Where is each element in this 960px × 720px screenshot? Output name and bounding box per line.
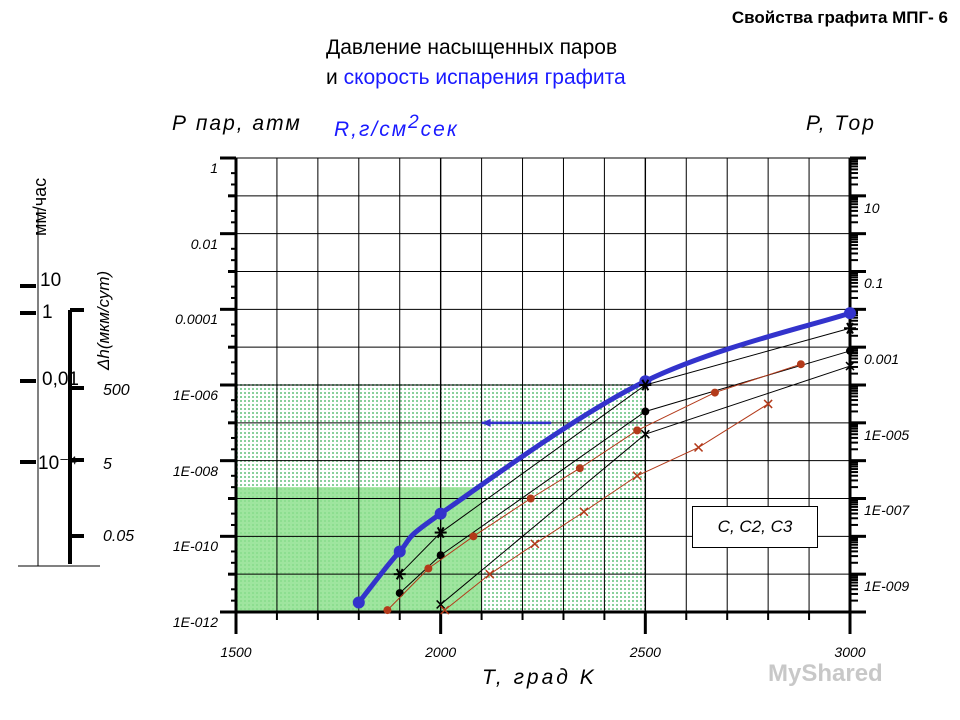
y-left-tick-label-5: 1E-010	[172, 538, 218, 555]
series-0-point-4	[844, 307, 856, 320]
series-5-point-4	[632, 471, 642, 481]
series-3	[436, 361, 855, 609]
chart-title-line2: и скорость испарения графита	[326, 66, 626, 90]
series-0-point-1	[393, 545, 406, 558]
series-1-point-0	[393, 568, 406, 580]
series-4-point-5	[633, 426, 642, 435]
series-5-point-0	[440, 605, 450, 615]
watermark: MyShared	[768, 660, 883, 687]
mmh-tick-1: 1	[42, 302, 53, 323]
series-4-point-7	[796, 360, 805, 369]
series-5-point-1-b	[485, 569, 495, 579]
dh-tick-0: 500	[103, 382, 130, 399]
series-2-point-3	[846, 346, 854, 355]
series-1-point-2	[639, 379, 652, 391]
series-0-point-2	[434, 507, 447, 520]
series-5-point-1	[485, 569, 495, 579]
series-3-point-1-b	[640, 429, 650, 439]
chart-title-line1: Давление насыщенных паров	[326, 36, 618, 59]
series-1-point-2-2	[641, 379, 650, 391]
series-5-point-3	[579, 507, 589, 517]
y-right-tick-label-2: 0.001	[864, 351, 900, 367]
mmh-tick-3: 10⁻⁴	[38, 453, 78, 474]
dh-label: Δh(мкм/сут)	[94, 270, 113, 370]
series-3-point-2	[845, 361, 855, 371]
series-1-line	[399, 327, 851, 575]
y-left-tick-label-1: 0.01	[190, 235, 218, 252]
series-3-point-1	[640, 429, 650, 439]
y-axis-rate-label-tail: сек	[420, 118, 459, 141]
series-2-point-1	[436, 551, 445, 560]
series-1-point-1-2	[436, 526, 445, 539]
series-5-point-6	[763, 399, 773, 409]
series-5-point-5-b	[694, 442, 704, 452]
x-tick-label-2: 2500	[629, 644, 661, 660]
series	[352, 307, 856, 615]
series-1-point-1	[434, 526, 447, 539]
y-right-tick-label-3: 1E-005	[864, 426, 910, 443]
series-5-point-2-b	[530, 539, 540, 549]
chart-title-line2-rest: скорость испарения графита	[343, 66, 626, 89]
aux-scales	[18, 208, 100, 567]
dh-tick-2: 0.05	[103, 528, 135, 545]
mmh-tick-2: 0,01	[42, 369, 79, 390]
series-5-point-2	[530, 539, 540, 549]
series-5	[440, 399, 773, 615]
mm-per-hour-label: мм/час	[30, 177, 50, 236]
series-4-point-4	[575, 464, 584, 473]
legend: C, C2, C3	[692, 506, 818, 548]
series-2-line	[399, 350, 851, 594]
series-3-point-2-b	[845, 361, 855, 371]
series-5-point-6-b	[763, 399, 773, 409]
series-3-point-0	[436, 599, 446, 609]
series-1	[393, 322, 856, 580]
series-4-point-1	[424, 564, 433, 573]
y-axis-rate-label-sup: 2	[408, 112, 421, 133]
y-axis-left-label: Р пар, атм	[172, 112, 302, 135]
header-title: Свойства графита МПГ- 6	[731, 8, 948, 27]
series-5-point-5	[694, 442, 704, 452]
series-5-point-0-b	[440, 605, 450, 615]
y-left-tick-label-0: 1	[210, 160, 218, 176]
x-tick-label-3: 3000	[834, 644, 866, 660]
x-tick-label-1: 2000	[425, 644, 457, 660]
series-2-point-2	[641, 407, 650, 416]
arrow	[481, 418, 552, 427]
series-1-point-3	[844, 322, 856, 334]
series-1-point-0-2	[395, 568, 404, 580]
series-3-point-0-b	[436, 599, 446, 609]
y-axis-rate-label-text: R,г/см	[334, 118, 409, 141]
series-4-line	[387, 363, 802, 611]
y-right-tick-label-1: 0.1	[864, 275, 884, 292]
dh-tick-1: 5	[103, 456, 112, 473]
series-5-point-4-b	[632, 471, 642, 481]
x-tick-label-0: 1500	[220, 644, 252, 660]
chart-title-line2-prefix: и	[326, 66, 344, 89]
arrow-head	[481, 418, 491, 427]
y-left-tick-label-6: 1E-012	[172, 614, 218, 630]
y-left-tick-label-4: 1E-008	[172, 462, 218, 479]
series-4-point-2	[469, 532, 478, 541]
series-5-point-3-b	[579, 507, 589, 517]
y-right-tick-label-5: 1E-009	[864, 578, 910, 594]
y-right-tick-label-0: 10	[864, 199, 880, 216]
y-left-tick-label-2: 0.0001	[175, 311, 218, 328]
series-0-point-0	[352, 596, 365, 609]
axes	[220, 156, 866, 634]
y-axis-rate-label: R,г/см2сек	[334, 112, 459, 142]
series-4	[383, 360, 805, 615]
y-axis-right-label: Р, Тор	[806, 112, 876, 135]
series-0	[352, 307, 856, 609]
series-2-point-0	[395, 589, 404, 598]
series-1-point-3-2	[846, 322, 854, 334]
series-4-point-0	[383, 606, 392, 615]
series-4-point-3	[526, 494, 535, 503]
y-right-tick-label-4: 1E-007	[864, 502, 910, 519]
x-axis-label: T, град K	[482, 666, 597, 689]
series-4-point-6	[710, 388, 719, 397]
mmh-tick-0: 10	[40, 270, 62, 291]
y-left-tick-label-3: 1E-006	[172, 387, 218, 403]
